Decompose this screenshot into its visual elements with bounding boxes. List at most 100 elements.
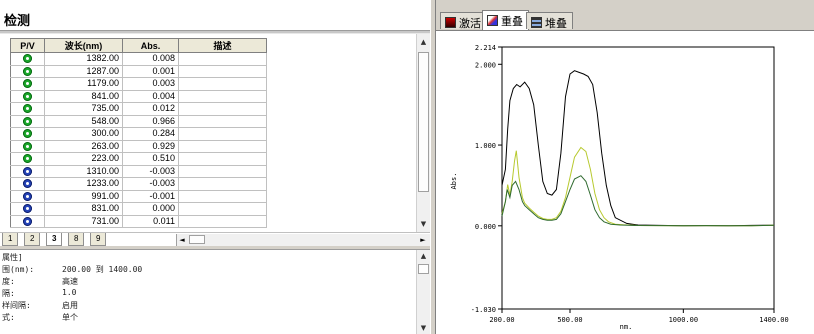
scrollbar-thumb[interactable] (418, 52, 429, 192)
scroll-right-icon[interactable]: ► (420, 236, 426, 244)
description-cell[interactable] (178, 64, 267, 78)
y-axis-label: Abs. (450, 173, 458, 190)
peak-icon (23, 54, 32, 64)
column-header-pv[interactable]: P/V (10, 38, 45, 53)
properties-pane: 属性] 围(nm): 200.00 到 1400.00 度: 高速 隔: 1.0… (0, 250, 432, 334)
table-row[interactable]: 300.00 0.284 (10, 127, 267, 141)
plot-area (501, 46, 775, 310)
tab-stack[interactable]: 堆叠 (526, 12, 573, 30)
column-header-abs[interactable]: Abs. (122, 38, 179, 53)
valley-icon (23, 216, 32, 226)
sheet-tab-2[interactable]: 2 (24, 233, 41, 246)
description-cell[interactable] (178, 114, 267, 128)
horizontal-scrollbar-thumb[interactable] (189, 235, 205, 244)
spectrum-chart-frame: 200.00 500.00 1000.00 1400.00 2.214 2.000 1.00… (436, 30, 814, 334)
scroll-down-icon[interactable]: ▼ (420, 324, 427, 332)
property-value: 启用 (62, 301, 78, 310)
description-cell[interactable] (178, 164, 267, 178)
description-cell[interactable] (178, 77, 267, 91)
description-cell[interactable] (178, 102, 267, 116)
table-row[interactable]: 1233.00 -0.003 (10, 177, 267, 191)
spectrum-series-3[interactable] (501, 175, 775, 227)
table-row[interactable]: 831.00 0.000 (10, 202, 267, 216)
abs-cell: 0.011 (122, 214, 179, 228)
wavelength-cell: 831.00 (44, 202, 123, 216)
table-row[interactable]: 1310.00 -0.003 (10, 164, 267, 178)
peak-icon (23, 141, 32, 151)
pv-cell (10, 114, 45, 128)
sheet-tab-8[interactable]: 8 (68, 233, 85, 246)
tab-overlay[interactable]: 重叠 (482, 10, 529, 30)
peak-icon (23, 79, 32, 89)
description-cell[interactable] (178, 202, 267, 216)
abs-cell: 0.003 (122, 77, 179, 91)
property-value: 高速 (62, 277, 78, 286)
pv-cell (10, 127, 45, 141)
wavelength-cell: 1233.00 (44, 177, 123, 191)
description-cell[interactable] (178, 52, 267, 66)
column-header-wavelength[interactable]: 波长(nm) (44, 38, 123, 53)
description-cell[interactable] (178, 189, 267, 203)
pv-cell (10, 52, 45, 66)
scroll-down-icon[interactable]: ▼ (420, 220, 427, 228)
peak-icon (23, 104, 32, 114)
table-row[interactable]: 735.00 0.012 (10, 102, 267, 116)
info-splitter[interactable] (0, 246, 432, 250)
wavelength-cell: 263.00 (44, 139, 123, 153)
wavelength-cell: 1382.00 (44, 52, 123, 66)
sheet-tab-9[interactable]: 9 (90, 233, 107, 246)
properties-vertical-scrollbar[interactable]: ▲ ▼ (416, 250, 430, 334)
detection-panel: 检测 P/V 波长(nm) Abs. 描述 1382.00 0.008 1287.0… (0, 0, 432, 334)
pv-cell (10, 214, 45, 228)
valley-icon (23, 204, 32, 214)
description-cell[interactable] (178, 152, 267, 166)
scroll-up-icon[interactable]: ▲ (420, 38, 427, 46)
table-row[interactable]: 841.00 0.004 (10, 89, 267, 103)
valley-icon (23, 179, 32, 189)
description-cell[interactable] (178, 177, 267, 191)
x-tick-label: 200.00 (489, 316, 514, 324)
table-horizontal-scrollbar[interactable]: ◄ ► (176, 234, 430, 246)
property-label: 围(nm): (2, 265, 35, 274)
wavelength-cell: 841.00 (44, 89, 123, 103)
tab-label: 堆叠 (545, 17, 567, 30)
description-cell[interactable] (178, 214, 267, 228)
abs-cell: 0.004 (122, 89, 179, 103)
pane-splitter[interactable] (430, 0, 436, 334)
table-vertical-scrollbar[interactable]: ▲ ▼ (416, 34, 430, 232)
property-label: 隔: (2, 289, 15, 298)
pv-cell (10, 102, 45, 116)
wavelength-cell: 735.00 (44, 102, 123, 116)
tab-label: 重叠 (501, 15, 523, 28)
table-row[interactable]: 1287.00 0.001 (10, 64, 267, 78)
sheet-tab-3[interactable]: 3 (46, 233, 63, 246)
sheet-tab-1[interactable]: 1 (2, 233, 19, 246)
scroll-up-icon[interactable]: ▲ (420, 252, 427, 260)
tab-activate[interactable]: 激活 (440, 12, 487, 30)
column-header-description[interactable]: 描述 (178, 38, 267, 53)
stack-view-icon (531, 17, 542, 28)
valley-icon (23, 166, 32, 176)
x-tick-label: 500.00 (557, 316, 582, 324)
table-row[interactable]: 1382.00 0.008 (10, 52, 267, 66)
table-row[interactable]: 223.00 0.510 (10, 152, 267, 166)
scrollbar-thumb[interactable] (418, 264, 429, 274)
description-cell[interactable] (178, 127, 267, 141)
pv-cell (10, 139, 45, 153)
abs-cell: -0.001 (122, 189, 179, 203)
abs-cell: -0.003 (122, 164, 179, 178)
table-row[interactable]: 1179.00 0.003 (10, 77, 267, 91)
description-cell[interactable] (178, 89, 267, 103)
description-cell[interactable] (178, 139, 267, 153)
abs-cell: 0.000 (122, 202, 179, 216)
wavelength-cell: 1310.00 (44, 164, 123, 178)
table-row[interactable]: 548.00 0.966 (10, 114, 267, 128)
table-row[interactable]: 991.00 -0.001 (10, 189, 267, 203)
table-row[interactable]: 263.00 0.929 (10, 139, 267, 153)
property-label: 样间隔: (2, 301, 31, 310)
y-tick-label: 0.000 (475, 223, 496, 231)
wavelength-cell: 731.00 (44, 214, 123, 228)
scroll-left-icon[interactable]: ◄ (179, 236, 185, 244)
abs-cell: 0.929 (122, 139, 179, 153)
table-row[interactable]: 731.00 0.011 (10, 214, 267, 228)
